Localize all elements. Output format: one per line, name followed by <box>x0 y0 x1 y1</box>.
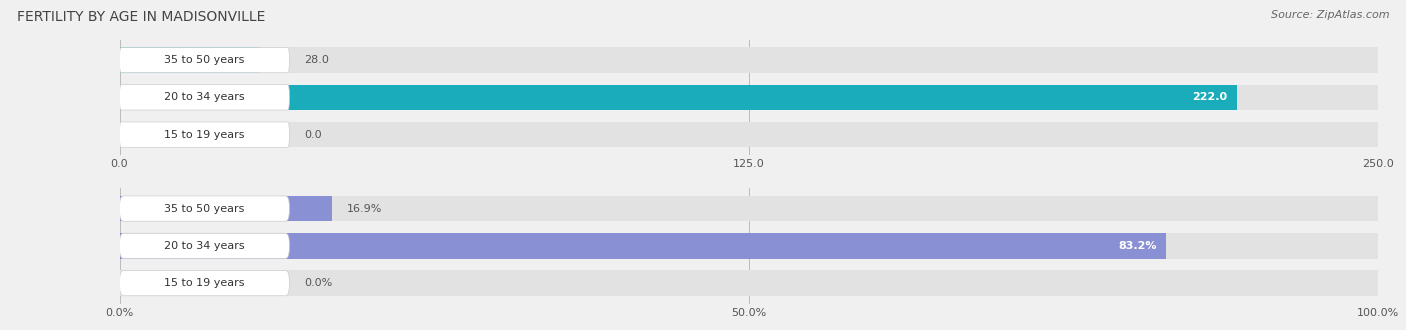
Bar <box>120 196 1378 221</box>
FancyBboxPatch shape <box>120 233 290 258</box>
Bar <box>120 48 260 73</box>
Text: 35 to 50 years: 35 to 50 years <box>165 204 245 214</box>
Text: 222.0: 222.0 <box>1192 92 1227 102</box>
FancyBboxPatch shape <box>120 271 290 296</box>
Text: 20 to 34 years: 20 to 34 years <box>165 92 245 102</box>
Bar <box>120 196 332 221</box>
Text: 35 to 50 years: 35 to 50 years <box>165 55 245 65</box>
Bar <box>120 271 1378 296</box>
Text: 28.0: 28.0 <box>305 55 329 65</box>
Bar <box>120 85 1378 110</box>
Text: 15 to 19 years: 15 to 19 years <box>165 130 245 140</box>
Text: FERTILITY BY AGE IN MADISONVILLE: FERTILITY BY AGE IN MADISONVILLE <box>17 10 266 24</box>
FancyBboxPatch shape <box>120 85 290 110</box>
Text: 16.9%: 16.9% <box>347 204 382 214</box>
Bar <box>120 233 1378 258</box>
FancyBboxPatch shape <box>120 122 290 147</box>
Text: Source: ZipAtlas.com: Source: ZipAtlas.com <box>1271 10 1389 20</box>
FancyBboxPatch shape <box>120 196 290 221</box>
Bar <box>120 85 1237 110</box>
Text: 15 to 19 years: 15 to 19 years <box>165 278 245 288</box>
Text: 0.0%: 0.0% <box>305 278 333 288</box>
Bar <box>120 122 1378 147</box>
FancyBboxPatch shape <box>120 48 290 73</box>
Text: 83.2%: 83.2% <box>1118 241 1156 251</box>
Text: 20 to 34 years: 20 to 34 years <box>165 241 245 251</box>
Text: 0.0: 0.0 <box>305 130 322 140</box>
Bar <box>120 48 1378 73</box>
Bar <box>120 233 1167 258</box>
